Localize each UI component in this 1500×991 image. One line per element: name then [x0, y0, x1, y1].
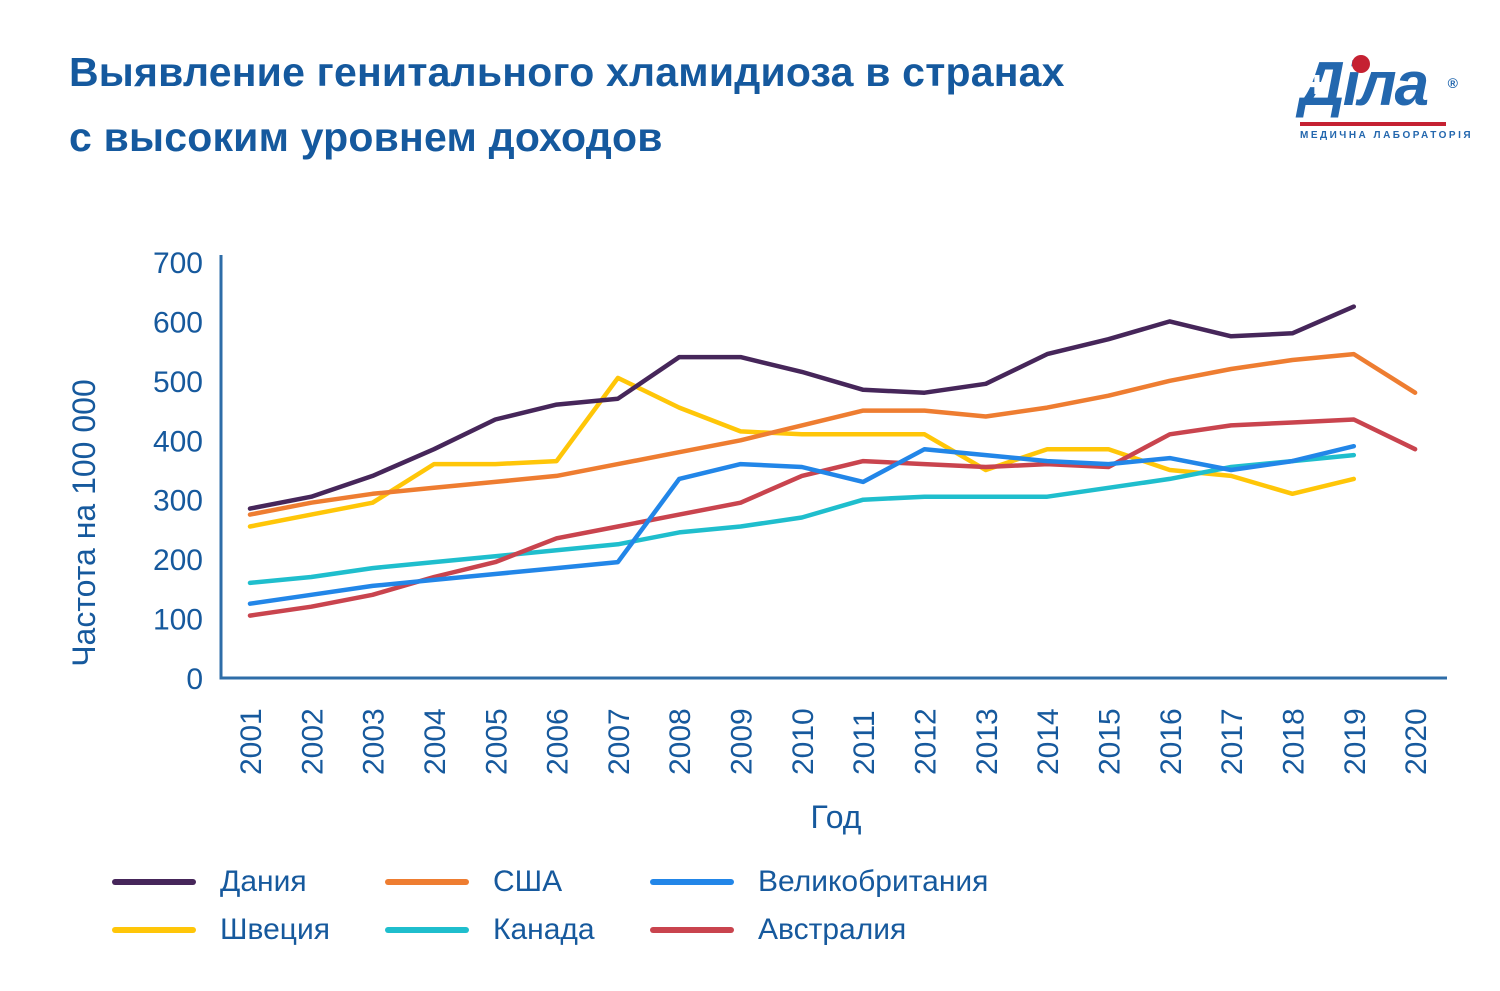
legend-label: Швеция	[220, 913, 330, 946]
legend-swatch	[650, 879, 734, 885]
legend-label: Дания	[220, 865, 307, 898]
x-tick-label: 2013	[971, 708, 1004, 775]
legend-label: Канада	[493, 913, 595, 946]
page-title-line1: Выявление генитального хламидиоза в стра…	[69, 49, 1065, 95]
x-tick-label: 2016	[1155, 708, 1188, 775]
chart: 0 100 200 300 400 500 600 700 2001 2002 2003 2004 20…	[66, 247, 1447, 835]
legend-swatch	[385, 927, 469, 933]
x-tick-label: 2020	[1400, 708, 1433, 775]
y-tick-label: 700	[153, 247, 203, 280]
brand-wordmark: Діла ✚ ®	[1300, 50, 1458, 120]
brand-tagline: МЕДИЧНА ЛАБОРАТОРІЯ	[1300, 130, 1474, 141]
x-tick-label: 2014	[1032, 708, 1065, 775]
series-line-1	[247, 351, 1418, 517]
brand-dot-icon	[1352, 55, 1370, 73]
x-tick-label: 2007	[603, 708, 636, 775]
series-line-4	[247, 452, 1357, 586]
y-tick-label: 300	[153, 485, 203, 518]
y-tick-label: 500	[153, 366, 203, 399]
page-title-line2: с высоким уровнем доходов	[69, 114, 663, 160]
legend-label: США	[493, 865, 563, 898]
x-tick-label: 2004	[419, 708, 452, 775]
brand-logo: Діла ✚ ® МЕДИЧНА ЛАБОРАТОРІЯ	[1300, 50, 1474, 141]
x-tick-label: 2012	[910, 708, 943, 775]
y-tick-label: 0	[186, 663, 203, 696]
y-axis-title: Частота на 100 000	[66, 379, 102, 667]
legend-label: Великобритания	[758, 865, 989, 898]
legend-item: Швеция	[112, 912, 330, 948]
legend-item: Канада	[385, 912, 595, 948]
logo-divider	[1300, 122, 1446, 126]
series-line-5	[247, 417, 1418, 618]
x-tick-label: 2019	[1339, 708, 1372, 775]
page-title: Выявление генитального хламидиоза в стра…	[69, 40, 1065, 170]
legend-swatch	[650, 927, 734, 933]
x-tick-label: 2006	[542, 708, 575, 775]
legend-label: Австралия	[758, 913, 907, 946]
series-line-0	[247, 304, 1357, 511]
x-tick-label: 2002	[296, 708, 329, 775]
y-tick-label: 400	[153, 425, 203, 458]
legend-swatch	[112, 927, 196, 933]
series-line-3	[247, 375, 1357, 529]
x-tick-label: 2017	[1216, 708, 1249, 775]
x-tick-label: 2015	[1093, 708, 1126, 775]
x-axis-title: Год	[811, 799, 862, 835]
x-tick-label: 2011	[848, 710, 881, 775]
axis-lines	[219, 255, 1447, 680]
legend-item: Дания	[112, 864, 307, 900]
y-tick-label: 600	[153, 306, 203, 339]
y-tick-label: 200	[153, 544, 203, 577]
x-tick-label: 2009	[726, 708, 759, 775]
legend-swatch	[112, 879, 196, 885]
legend-item: Великобритания	[650, 864, 988, 900]
legend-swatch	[385, 879, 469, 885]
x-tick-label: 2008	[664, 708, 697, 775]
x-tick-label: 2018	[1277, 708, 1310, 775]
registered-mark: ®	[1447, 75, 1458, 91]
x-tick-label: 2010	[787, 708, 820, 775]
legend-item: Австралия	[650, 912, 906, 948]
x-tick-label: 2003	[358, 708, 391, 775]
x-tick-label: 2005	[480, 708, 513, 775]
series-line-2	[247, 443, 1357, 606]
legend-item: США	[385, 864, 562, 900]
x-tick-label: 2001	[235, 708, 268, 775]
y-tick-label: 100	[153, 604, 203, 637]
medical-cross-icon: ✚	[1306, 70, 1328, 100]
